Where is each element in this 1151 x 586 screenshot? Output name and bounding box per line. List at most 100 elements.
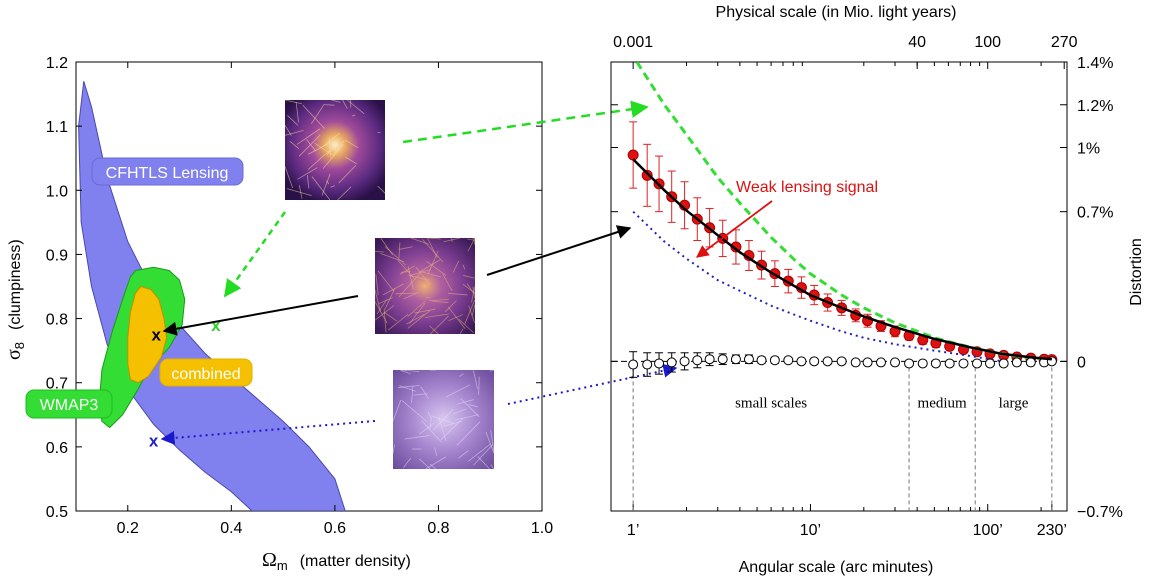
sim-filament — [427, 411, 432, 419]
sim-filament — [468, 403, 478, 408]
null-test-point — [875, 357, 886, 368]
sim-filament — [311, 176, 331, 201]
right-ticks: 1’ 10’ 100’ 230’ 0.001 40 100 270 1.4% 1.2% 1% 0.7%… — [611, 34, 1123, 539]
label-wmap3: WMAP3 — [25, 389, 113, 419]
sim-filament — [406, 314, 425, 325]
scale-region-label: large — [999, 395, 1029, 411]
sim-filament — [284, 130, 304, 136]
left-ylabel-text: (clumpiness) — [7, 239, 24, 330]
left-ytick-label: 1.2 — [46, 55, 68, 72]
label-combined-text: combined — [171, 366, 240, 383]
null-test-point — [1011, 357, 1022, 368]
sim-filament — [323, 104, 335, 106]
sim-filament — [392, 400, 402, 422]
null-test-point — [679, 356, 690, 367]
sim-a-filaments — [284, 99, 386, 201]
sim-filament — [388, 313, 409, 331]
sim-filament — [322, 143, 344, 169]
null-test-point — [756, 355, 767, 366]
top-xlabel: Physical scale (in Mio. light years) — [716, 4, 957, 21]
left-ylabel: σ8 (clumpiness) — [3, 239, 27, 360]
sim-filament — [418, 259, 441, 273]
sim-filament — [398, 272, 421, 298]
label-cfhtls-text: CFHTLS Lensing — [106, 165, 229, 182]
sim-filament — [434, 447, 438, 456]
sim-filament — [398, 242, 401, 259]
top-xtick-label: 0.001 — [613, 34, 653, 51]
sim-filament — [421, 420, 442, 443]
arrow-green-to-curve — [402, 100, 649, 144]
sim-filament — [326, 180, 330, 185]
arrow-green-to-point — [223, 211, 287, 298]
right-ytick-label: 1.2% — [1077, 98, 1113, 115]
right-plot-frame — [610, 61, 1068, 512]
sim-filament — [460, 398, 480, 418]
sim-filament — [338, 165, 357, 184]
null-test-point — [972, 358, 983, 369]
sim-filament — [380, 252, 405, 263]
series-line-solid — [632, 158, 1053, 361]
sim-filament — [429, 463, 437, 470]
sim-filament — [462, 264, 466, 270]
sim-filament — [400, 370, 411, 375]
left-ticks: 0.2 0.4 0.6 0.8 1.0 0.5 0.6 0.7 0.8 0.9 1.0 1.1 1.2 — [46, 55, 553, 537]
left-ytick-label: 1.1 — [46, 119, 68, 136]
label-cfhtls-box — [91, 157, 244, 186]
sim-filament — [425, 313, 449, 318]
sim-filament — [306, 139, 317, 152]
sim-filament — [456, 421, 481, 446]
left-ytick-label: 0.7 — [46, 376, 68, 393]
left-xtick-label: 0.2 — [117, 520, 139, 537]
left-ytick-label: 0.8 — [46, 312, 68, 329]
sim-filament — [490, 464, 495, 470]
sim-filament — [430, 415, 454, 424]
right-series — [627, 62, 1058, 378]
sim-filament — [296, 128, 321, 145]
sim-filament — [473, 370, 478, 390]
sim-filament — [331, 99, 341, 103]
sim-filament — [427, 237, 438, 258]
sim-filament — [374, 289, 381, 311]
sim-filament — [471, 304, 476, 316]
sim-filament — [352, 114, 356, 117]
arrow-black-to-point — [162, 295, 359, 336]
right-xtick-label: 100’ — [973, 522, 1003, 539]
sim-filament — [374, 251, 384, 253]
left-ytick-label: 1.0 — [46, 183, 68, 200]
scale-region-label: small scales — [735, 395, 807, 411]
sim-filament — [432, 301, 449, 303]
sim-filament — [444, 300, 457, 313]
null-test-point — [1025, 357, 1036, 368]
sim-filament — [477, 456, 490, 470]
sim-filament — [454, 414, 479, 421]
sim-filament — [448, 314, 463, 321]
left-xtick-label: 0.6 — [324, 520, 346, 537]
arrow-blue-to-curve — [507, 363, 678, 405]
label-wmap3-text: WMAP3 — [40, 397, 99, 414]
sim-filament — [445, 384, 470, 398]
sim-filament — [420, 386, 429, 399]
sim-filament — [409, 302, 426, 325]
parameter-marker-2: x — [149, 431, 159, 450]
sim-filament — [321, 173, 331, 196]
right-xlabel: Angular scale (arc minutes) — [739, 559, 934, 576]
null-test-point — [796, 356, 807, 367]
sim-filament — [471, 286, 476, 303]
sim-filament — [297, 167, 318, 180]
sim-filament — [410, 269, 431, 276]
sim-b-filaments — [374, 237, 476, 335]
left-xlabel-text: (matter density) — [300, 553, 411, 570]
null-test-point — [944, 358, 955, 369]
null-test-point — [917, 358, 928, 369]
null-test-point — [628, 359, 639, 370]
sim-filament — [443, 420, 462, 427]
parameter-marker-0: x — [152, 326, 162, 345]
sim-filament — [490, 430, 495, 452]
right-ytick-label: 1% — [1077, 141, 1100, 158]
sim-filament — [427, 237, 441, 240]
sim-filament — [401, 270, 411, 273]
sim-filament — [452, 260, 460, 273]
sim-filament — [410, 237, 429, 245]
null-test-point — [692, 355, 703, 366]
